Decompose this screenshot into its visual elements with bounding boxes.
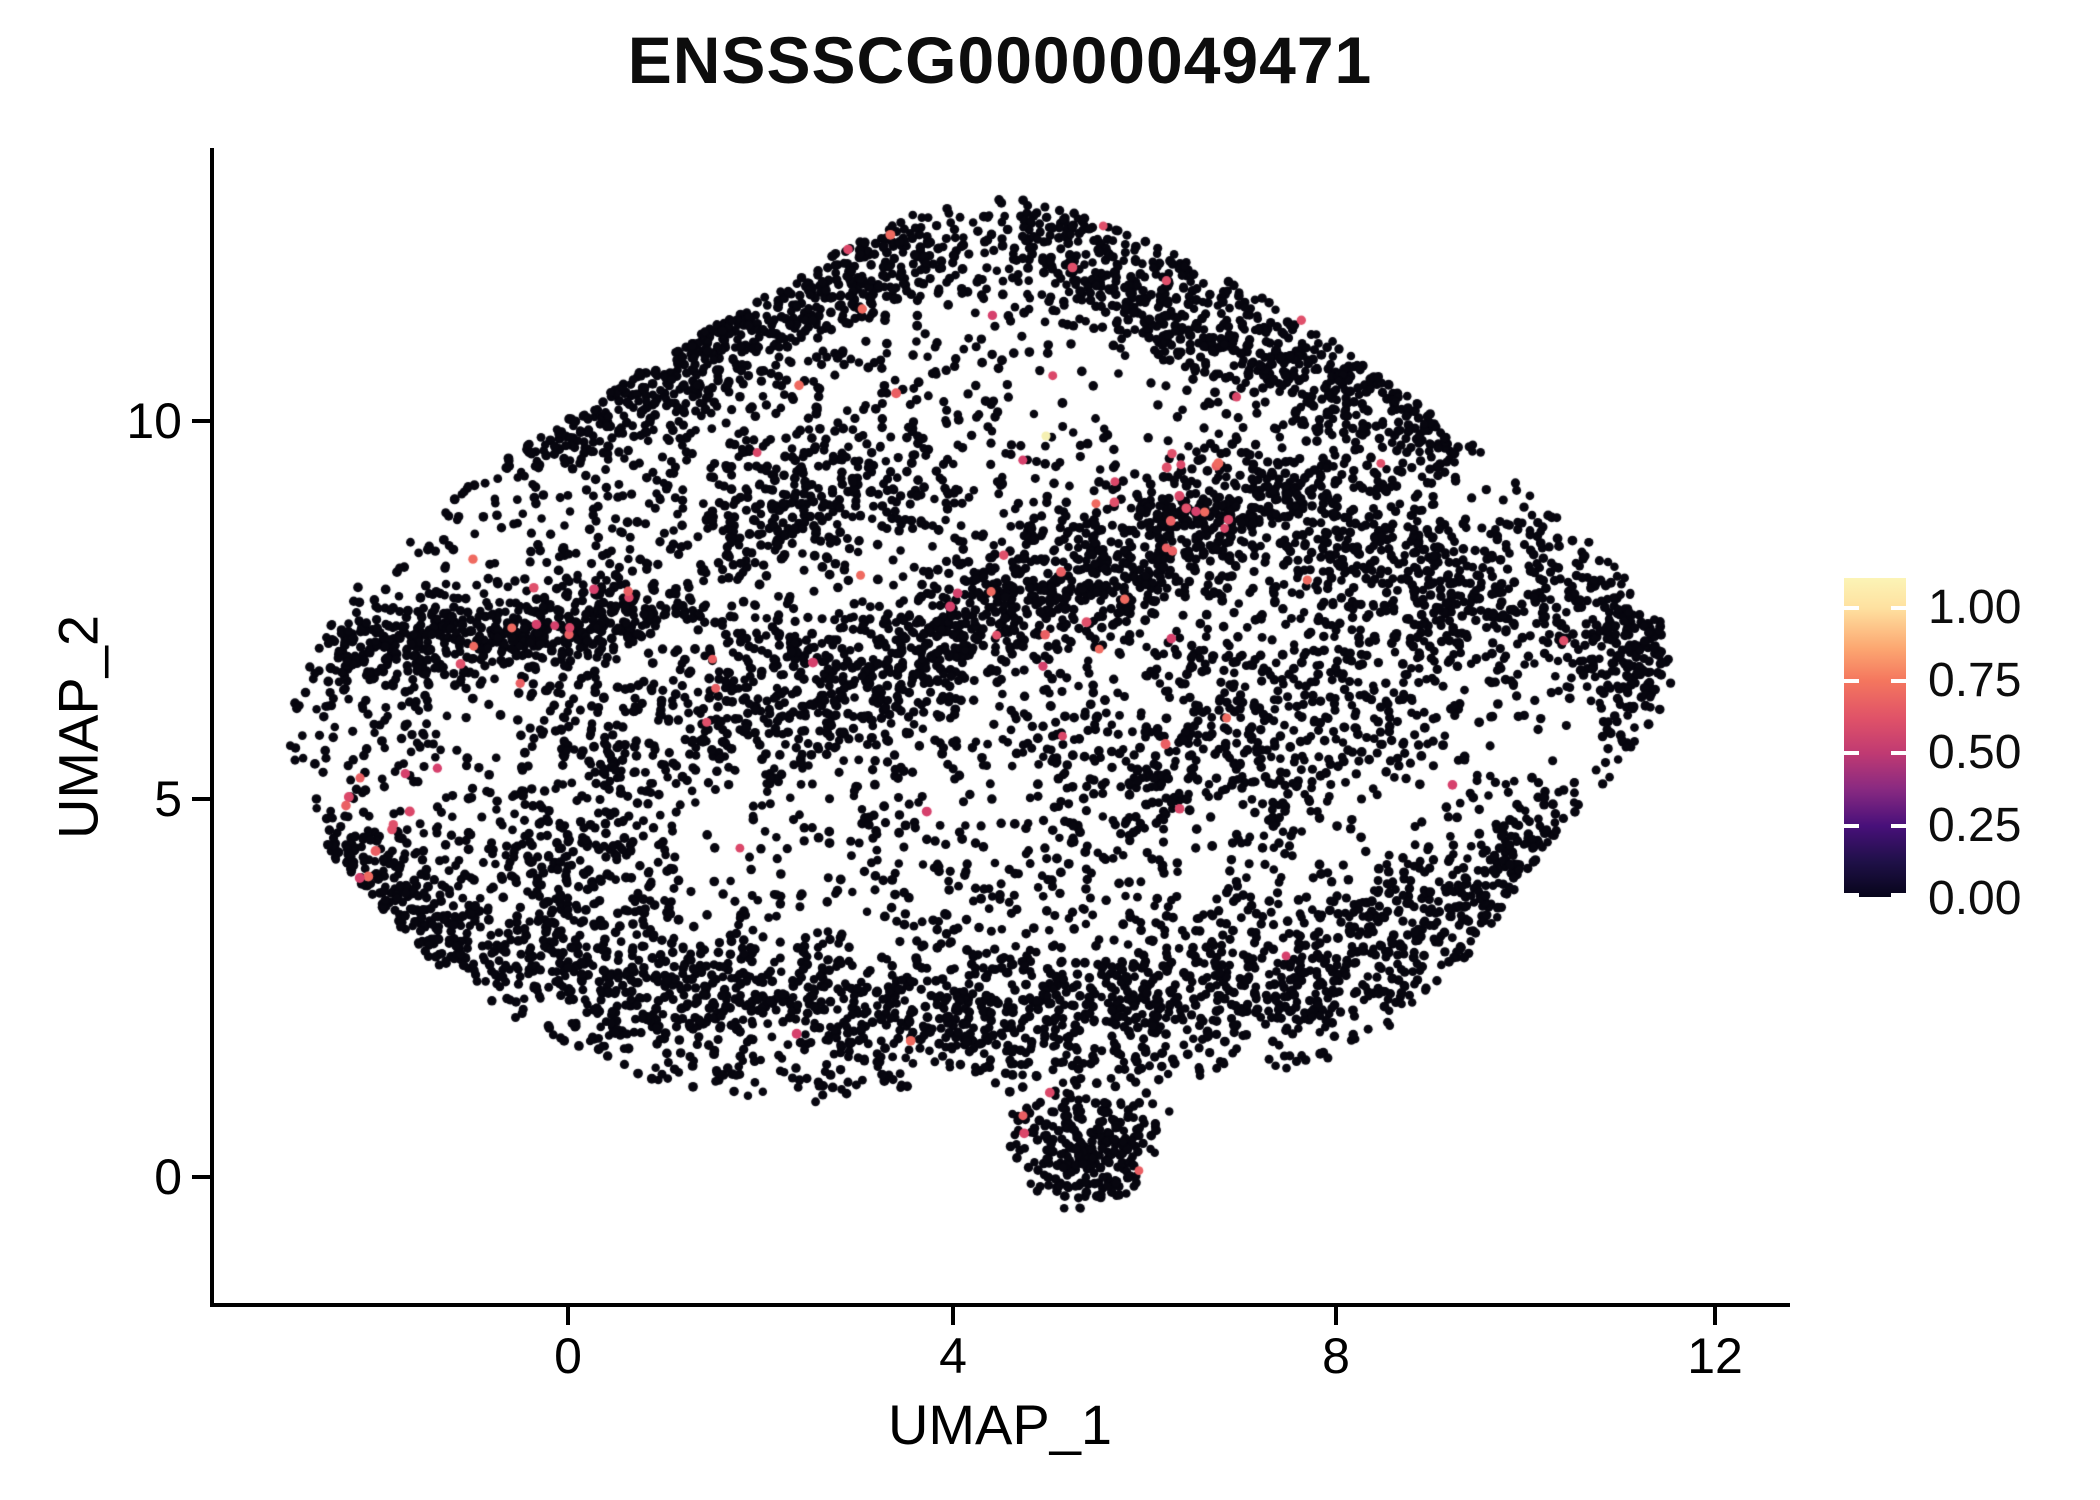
legend-tick bbox=[1891, 606, 1906, 610]
legend-gradient-bar bbox=[1844, 578, 1906, 897]
y-axis-title: UMAP_2 bbox=[46, 614, 110, 840]
legend-label: 0.50 bbox=[1928, 726, 2022, 779]
y-tick-mark bbox=[192, 797, 210, 801]
legend-tick bbox=[1844, 893, 1859, 897]
legend-label: 1.00 bbox=[1928, 581, 2022, 634]
x-tick-label: 12 bbox=[1687, 1328, 1743, 1384]
x-tick-mark bbox=[1334, 1307, 1338, 1325]
legend-label: 0.75 bbox=[1928, 654, 2022, 707]
legend-tick bbox=[1844, 679, 1859, 683]
y-tick-mark bbox=[192, 419, 210, 423]
legend-tick bbox=[1844, 824, 1859, 828]
legend-tick bbox=[1891, 679, 1906, 683]
legend-tick bbox=[1844, 751, 1859, 755]
legend-label: 0.25 bbox=[1928, 799, 2022, 852]
legend-tick bbox=[1891, 751, 1906, 755]
legend-tick bbox=[1891, 893, 1906, 897]
x-tick-label: 8 bbox=[1322, 1328, 1350, 1384]
x-tick-mark bbox=[951, 1307, 955, 1325]
page-title: ENSSSCG00000049471 bbox=[627, 23, 1373, 97]
x-tick-mark bbox=[1713, 1307, 1717, 1325]
y-tick-label: 10 bbox=[126, 393, 182, 449]
y-tick-label: 5 bbox=[154, 771, 182, 827]
x-axis-line bbox=[210, 1303, 1790, 1307]
legend-tick bbox=[1844, 606, 1859, 610]
y-tick-mark bbox=[192, 1175, 210, 1179]
x-tick-label: 4 bbox=[939, 1328, 967, 1384]
legend-tick bbox=[1891, 824, 1906, 828]
y-tick-label: 0 bbox=[154, 1149, 182, 1205]
x-tick-mark bbox=[566, 1307, 570, 1325]
legend-label: 0.00 bbox=[1928, 872, 2022, 925]
x-tick-label: 0 bbox=[554, 1328, 582, 1384]
x-axis-title: UMAP_1 bbox=[887, 1393, 1113, 1456]
y-axis-line bbox=[210, 148, 214, 1307]
